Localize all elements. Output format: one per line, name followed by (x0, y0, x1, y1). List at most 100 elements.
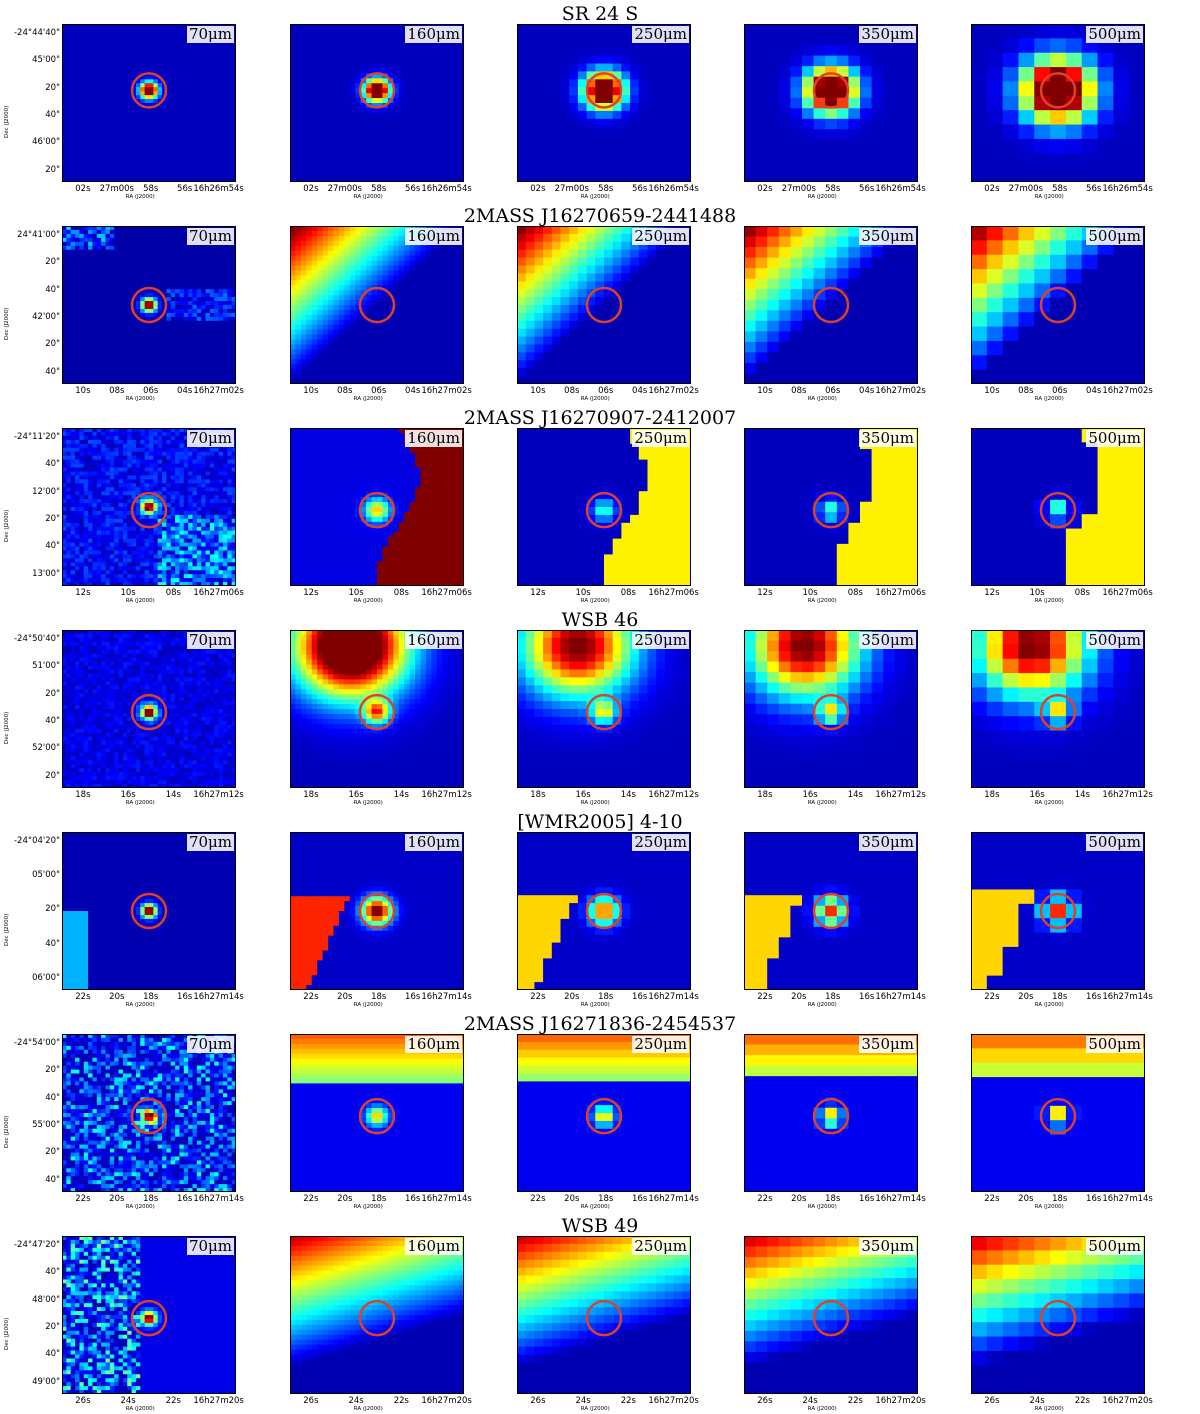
ra-tick-label: 12s (75, 588, 90, 598)
dec-tick-label: 20" (45, 689, 60, 699)
flux-map (971, 832, 1145, 990)
flux-map (62, 428, 236, 586)
ra-tick-label: 22s (303, 1194, 318, 1204)
dec-tick-label: -24°44'40" (14, 28, 60, 38)
ra-axis-label: RA (J2000) (354, 800, 383, 807)
map-panel: 70μm (62, 832, 236, 990)
flux-map (62, 630, 236, 788)
ra-tick-label: 27m00s (1009, 184, 1043, 194)
dec-tick-label: 51'00" (32, 661, 60, 671)
ra-axis-label: RA (J2000) (581, 598, 610, 605)
ra-tick-label: 16h27m20s (421, 1396, 472, 1406)
flux-map (744, 24, 918, 182)
ra-tick-label: 16h27m12s (648, 790, 699, 800)
ra-tick-label: 24s (1029, 1396, 1044, 1406)
aperture-circle (130, 1097, 168, 1135)
dec-tick-label: 42'00" (32, 312, 60, 322)
dec-tick-label: -24°47'20" (14, 1240, 60, 1250)
dec-tick-label: 24°41'00" (17, 230, 60, 240)
aperture-circle (358, 286, 396, 324)
ra-tick-label: 06s (371, 386, 386, 396)
map-panel: 160μm (290, 630, 464, 788)
ra-tick-label: 12s (530, 588, 545, 598)
dec-tick-label: 46'00" (32, 137, 60, 147)
ra-tick-label: 22s (394, 1396, 409, 1406)
ra-tick-label: 18s (825, 1194, 840, 1204)
ra-axis-label: RA (J2000) (354, 396, 383, 403)
dec-tick-label: 20" (45, 1065, 60, 1075)
flux-map (744, 226, 918, 384)
dec-axis-label: Dec (J2000) (4, 307, 11, 339)
dec-tick-label: 40" (45, 541, 60, 551)
flux-map (744, 1236, 918, 1394)
ra-tick-label: 18s (371, 992, 386, 1002)
aperture-circle (358, 1097, 396, 1135)
row-title: WSB 46 (0, 610, 1200, 630)
ra-tick-label: 22s (984, 1194, 999, 1204)
ra-tick-label: 20s (791, 1194, 806, 1204)
map-panel: 350μm (744, 630, 918, 788)
aperture-circle (130, 892, 168, 930)
dec-tick-label: 49'00" (32, 1377, 60, 1387)
ra-tick-label: 16h27m14s (648, 1194, 699, 1204)
dec-axis-label: Dec (J2000) (4, 1115, 11, 1147)
ra-tick-label: 58s (1052, 184, 1067, 194)
ra-tick-label: 20s (337, 992, 352, 1002)
ra-tick-label: 08s (394, 588, 409, 598)
ra-tick-label: 26s (757, 1396, 772, 1406)
map-panel: 70μm (62, 24, 236, 182)
flux-map (744, 630, 918, 788)
band-label: 250μm (632, 228, 689, 245)
ra-tick-label: 08s (848, 588, 863, 598)
band-label: 70μm (186, 228, 234, 245)
ra-tick-label: 16h27m02s (1102, 386, 1153, 396)
ra-axis-label: RA (J2000) (808, 800, 837, 807)
ra-tick-label: 08s (109, 386, 124, 396)
ra-tick-label: 16h27m02s (875, 386, 926, 396)
ra-axis-label: RA (J2000) (1035, 1406, 1064, 1413)
ra-tick-label: 18s (303, 790, 318, 800)
ra-tick-label: 18s (1052, 1194, 1067, 1204)
dec-tick-label: -24°50'40" (14, 634, 60, 644)
aperture-circle (130, 693, 168, 731)
ra-tick-label: 16h27m14s (875, 992, 926, 1002)
ra-tick-label: 58s (143, 184, 158, 194)
flux-map (744, 832, 918, 990)
ra-tick-label: 58s (371, 184, 386, 194)
aperture-circle (585, 72, 623, 109)
ra-tick-label: 16h27m14s (421, 992, 472, 1002)
ra-tick-label: 16s (1086, 992, 1101, 1002)
band-label: 350μm (859, 26, 916, 43)
ra-axis-label: RA (J2000) (808, 194, 837, 201)
dec-tick-label: 40" (45, 459, 60, 469)
flux-map (971, 226, 1145, 384)
ra-tick-label: 06s (598, 386, 613, 396)
ra-tick-label: 16s (859, 1194, 874, 1204)
flux-map (290, 630, 464, 788)
map-panel: 160μm (290, 226, 464, 384)
aperture-circle (358, 491, 396, 529)
map-panel: 70μm (62, 630, 236, 788)
ra-tick-label: 56s (405, 184, 420, 194)
ra-tick-label: 16s (575, 790, 590, 800)
row-title: 2MASS J16271836-2454537 (0, 1014, 1200, 1034)
ra-tick-label: 16h27m06s (421, 588, 472, 598)
band-label: 70μm (186, 1238, 234, 1255)
map-panel: 500μm (971, 226, 1145, 384)
row-title: WSB 49 (0, 1216, 1200, 1236)
ra-tick-label: 16s (802, 790, 817, 800)
dec-tick-label: 20" (45, 257, 60, 267)
ra-tick-label: 02s (757, 184, 772, 194)
map-panel: 500μm (971, 24, 1145, 182)
flux-map (290, 1236, 464, 1394)
band-label: 500μm (1086, 632, 1143, 649)
ra-tick-label: 18s (75, 790, 90, 800)
ra-tick-label: 16h27m14s (193, 1194, 244, 1204)
map-panel: 250μm (517, 24, 691, 182)
ra-tick-label: 20s (337, 1194, 352, 1204)
row-title: 2MASS J16270659-2441488 (0, 206, 1200, 226)
band-label: 500μm (1086, 430, 1143, 447)
ra-tick-label: 20s (564, 992, 579, 1002)
aperture-circle (130, 491, 168, 529)
map-panel: 250μm (517, 1236, 691, 1394)
